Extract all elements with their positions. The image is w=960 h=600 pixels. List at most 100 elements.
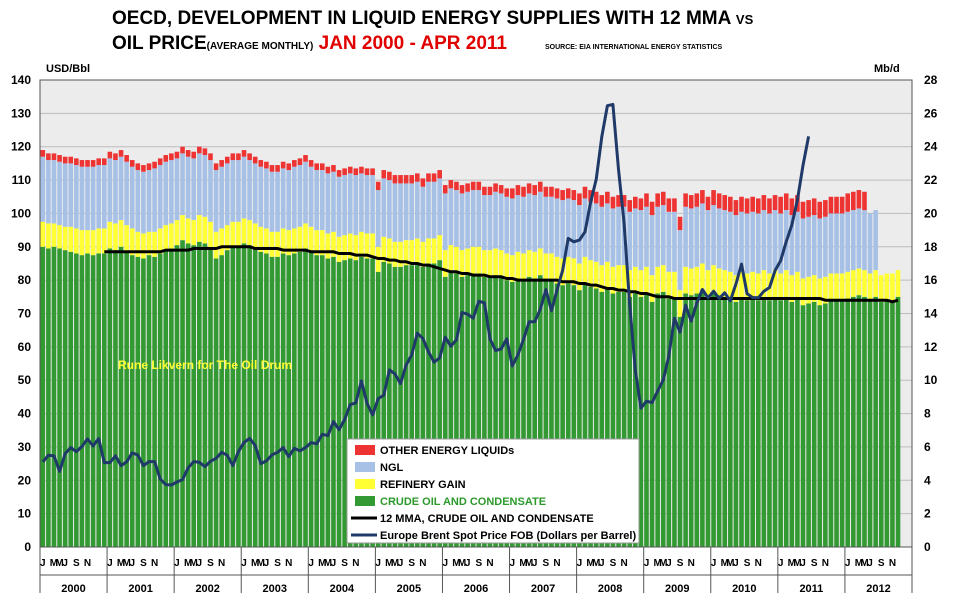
bar-ngl — [146, 170, 152, 232]
bar-other-liquids — [437, 170, 442, 179]
month-label: S — [677, 558, 684, 569]
bar-ngl — [571, 200, 577, 259]
bar-crude — [448, 271, 454, 547]
bar-ngl — [593, 203, 599, 262]
bar-other-liquids — [141, 165, 146, 172]
bar-refinery-gain — [292, 228, 297, 254]
bar-ngl — [610, 208, 616, 267]
bar-refinery-gain — [683, 266, 688, 294]
bar-other-liquids — [191, 151, 197, 159]
month-label: M — [860, 558, 868, 569]
bar-ngl — [258, 166, 264, 227]
bar-crude — [303, 248, 308, 548]
bar-crude — [521, 280, 526, 547]
bar-crude — [482, 276, 487, 547]
bar-crude — [101, 253, 107, 547]
month-label: M — [50, 558, 58, 569]
bar-crude — [398, 266, 403, 547]
bar-crude — [68, 251, 74, 547]
bar-crude — [895, 296, 901, 547]
bar-crude — [185, 243, 191, 547]
bar-other-liquids — [504, 188, 510, 197]
bar-refinery-gain — [711, 265, 716, 292]
bar-refinery-gain — [454, 246, 459, 274]
bar-refinery-gain — [152, 231, 157, 257]
bar-other-liquids — [660, 191, 666, 206]
bar-crude — [118, 246, 124, 548]
annotation-author: Rune Likvern for The Oil Drum — [118, 358, 292, 372]
bar-refinery-gain — [493, 248, 498, 276]
month-label: S — [274, 558, 281, 569]
left-tick-label: 120 — [11, 140, 31, 154]
legend-label: NGL — [380, 462, 404, 474]
bar-other-liquids — [722, 195, 728, 211]
bar-other-liquids — [185, 150, 191, 157]
bar-other-liquids — [839, 196, 845, 214]
bar-refinery-gain — [303, 223, 308, 249]
bar-other-liquids — [431, 173, 437, 182]
bar-refinery-gain — [319, 230, 325, 256]
bar-crude — [577, 290, 582, 547]
bar-ngl — [224, 163, 230, 226]
bar-refinery-gain — [146, 231, 152, 256]
bar-ngl — [795, 211, 800, 272]
bar-crude — [74, 253, 79, 547]
bar-ngl — [280, 168, 286, 229]
bar-refinery-gain — [554, 256, 560, 284]
bar-refinery-gain — [688, 268, 694, 296]
bar-crude — [202, 243, 208, 547]
bar-crude — [526, 276, 532, 547]
bar-ngl — [476, 190, 482, 247]
month-label: M — [653, 558, 661, 569]
bar-crude — [711, 291, 716, 547]
bar-other-liquids — [532, 185, 537, 196]
bar-ngl — [554, 198, 560, 257]
legend-swatch — [355, 479, 375, 489]
bar-refinery-gain — [280, 228, 286, 254]
bar-ngl — [325, 173, 331, 234]
bar-other-liquids — [487, 186, 493, 196]
bar-other-liquids — [716, 193, 722, 209]
left-tick-label: 40 — [18, 407, 32, 421]
bar-ngl — [638, 210, 644, 271]
bar-refinery-gain — [526, 250, 532, 277]
bar-crude — [694, 293, 700, 547]
bar-refinery-gain — [593, 261, 599, 289]
month-label: M — [726, 558, 734, 569]
title-average-monthly: (AVERAGE MONTHLY) — [206, 41, 314, 52]
bar-ngl — [62, 163, 68, 227]
left-tick-label: 140 — [11, 73, 31, 87]
bar-crude — [264, 253, 269, 547]
chart-title-line2: OIL PRICE(AVERAGE MONTHLY) JAN 2000 - AP… — [112, 33, 722, 55]
legend-label: OTHER ENERGY LIQUIDs — [380, 445, 514, 457]
month-label: N — [553, 558, 560, 569]
month-label: M — [55, 558, 63, 569]
bar-ngl — [437, 178, 442, 236]
bar-other-liquids — [537, 181, 543, 192]
month-label: M — [190, 558, 198, 569]
bar-ngl — [672, 211, 677, 272]
bar-other-liquids — [152, 161, 157, 169]
bar-ngl — [129, 166, 135, 229]
bar-crude — [459, 276, 465, 547]
bar-crude — [705, 296, 711, 547]
month-label: S — [811, 558, 818, 569]
month-label: M — [519, 558, 527, 569]
bar-refinery-gain — [487, 250, 493, 277]
bar-ngl — [415, 181, 420, 239]
bar-ngl — [107, 158, 113, 222]
bar-refinery-gain — [420, 241, 426, 267]
bar-ngl — [728, 211, 733, 272]
bar-other-liquids — [415, 173, 420, 182]
bar-crude — [750, 298, 755, 547]
bar-other-liquids — [845, 193, 851, 212]
bar-crude — [867, 300, 873, 547]
bar-other-liquids — [789, 198, 795, 216]
bar-ngl — [493, 191, 498, 249]
right-tick-label: 24 — [924, 140, 938, 154]
bar-ngl — [319, 170, 325, 231]
bar-refinery-gain — [157, 228, 163, 254]
bar-ngl — [811, 215, 817, 276]
bar-other-liquids — [633, 196, 638, 209]
bar-other-liquids — [347, 166, 353, 174]
